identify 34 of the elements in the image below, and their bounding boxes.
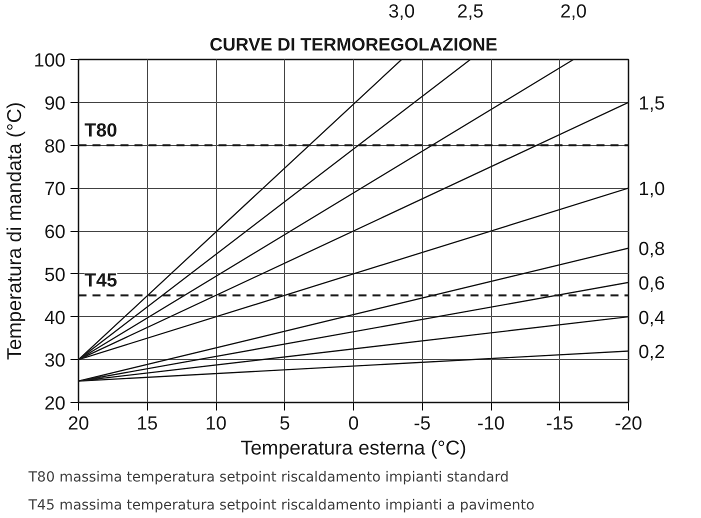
y-tick-label: 20 <box>44 394 66 414</box>
text: T80 massima temperatura setpoint riscaldamento impianti standard <box>28 470 509 486</box>
x-axis-title: Temperatura esterna (°C) <box>240 438 466 460</box>
series-label: 1,0 <box>638 179 665 200</box>
ref-line-label: T45 <box>84 270 118 292</box>
text: T45 massima temperatura setpoint riscaldamento impianti a pavimento <box>28 498 535 514</box>
x-tick-label: -20 <box>614 414 642 434</box>
x-tick-label: 10 <box>205 414 227 434</box>
x-tick-label: -15 <box>546 414 574 434</box>
y-tick-label: 70 <box>44 179 66 200</box>
x-tick-label: 5 <box>279 414 290 434</box>
x-tick-label: -5 <box>414 414 431 434</box>
text: 2,0 <box>560 2 587 22</box>
y-tick-label: 50 <box>44 264 66 286</box>
y-tick-label: 100 <box>34 50 66 72</box>
series-label: 0,2 <box>638 342 665 364</box>
x-tick-label: -10 <box>477 414 505 434</box>
x-tick-label: 15 <box>136 414 158 434</box>
series-label: 0,8 <box>638 239 665 260</box>
chart-title: CURVE DI TERMOREGOLAZIONE <box>210 34 498 54</box>
text: 3,0 <box>388 2 415 22</box>
y-tick-label: 90 <box>44 93 66 114</box>
text: 2,5 <box>457 2 484 22</box>
x-tick-label: 0 <box>348 414 359 434</box>
y-tick-label: 80 <box>44 136 66 158</box>
x-tick-label: 20 <box>68 414 90 434</box>
series-label: 1,5 <box>638 93 665 114</box>
y-tick-label: 30 <box>44 350 66 372</box>
y-axis-title: Temperatura di mandata (°C) <box>4 102 26 360</box>
ref-line-label: T80 <box>84 120 118 142</box>
series-label: 0,6 <box>638 273 665 294</box>
y-tick-label: 60 <box>44 222 66 243</box>
y-tick-label: 40 <box>44 308 66 329</box>
series-label: 0,4 <box>638 308 666 329</box>
